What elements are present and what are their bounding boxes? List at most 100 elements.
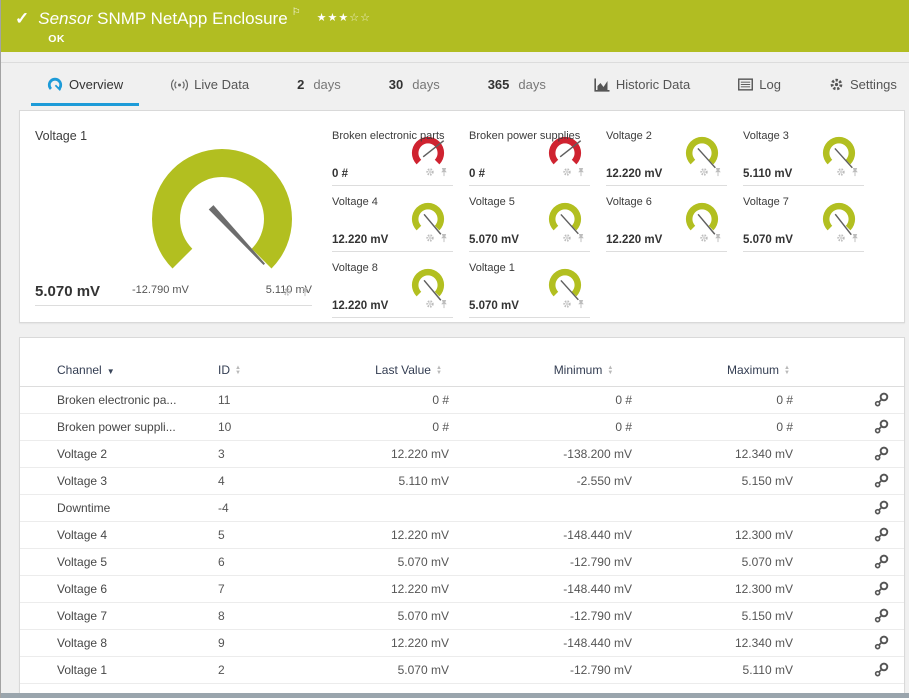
table-row[interactable]: Voltage 8 9 12.220 mV -148.440 mV 12.340… <box>20 629 904 657</box>
pin-icon[interactable] <box>576 167 586 177</box>
table-row[interactable]: Voltage 1 2 5.070 mV -12.790 mV 5.110 mV <box>20 656 904 684</box>
table-row[interactable]: Voltage 2 3 12.220 mV -138.200 mV 12.340… <box>20 440 904 468</box>
tab-bar: Overview Live Data 2 days 30 days 365 da… <box>1 62 909 106</box>
tab-historic-data[interactable]: Historic Data <box>588 63 696 106</box>
gauge-label: Voltage 7 <box>743 196 789 208</box>
channel-settings-icon[interactable] <box>874 392 889 407</box>
stars-filled: ★★★ <box>316 12 350 24</box>
channel-table: Channel ▼ ID ▲ ▼ Last Value ▲ ▼ Minimum ▲ ▼ Max… <box>20 354 904 684</box>
pin-icon[interactable] <box>713 233 723 243</box>
gauge-needle <box>208 205 266 266</box>
tab-label: Historic Data <box>615 77 691 92</box>
table-row[interactable]: Voltage 5 6 5.070 mV -12.790 mV 5.070 mV <box>20 548 904 576</box>
column-header-id[interactable]: ID ▲ ▼ <box>218 354 326 387</box>
gauge-tile-voltage-7[interactable]: Voltage 7 5.070 mV <box>731 190 868 255</box>
sort-icon[interactable]: ▲ ▼ <box>784 364 790 376</box>
channel-settings-icon[interactable] <box>874 446 889 461</box>
gauge-value: 5.070 mV <box>469 234 519 246</box>
gauge-value: 5.070 mV <box>469 300 519 312</box>
channel-settings-icon[interactable] <box>874 419 889 434</box>
gear-icon[interactable] <box>425 233 435 243</box>
gauge-actions <box>278 284 310 302</box>
flag-icon[interactable]: ⚐ <box>291 7 301 18</box>
channel-settings-icon[interactable] <box>874 500 889 515</box>
gear-icon[interactable] <box>562 233 572 243</box>
gear-icon[interactable] <box>836 167 846 177</box>
chart-icon <box>594 78 610 92</box>
gauge-tile-voltage-4[interactable]: Voltage 4 12.220 mV <box>320 190 457 255</box>
gauge-tile-voltage-1[interactable]: Voltage 1 5.070 mV <box>457 256 594 321</box>
tab-label: Log <box>759 77 781 92</box>
table-row[interactable]: Voltage 6 7 12.220 mV -148.440 mV 12.300… <box>20 575 904 603</box>
gauges-panel: Voltage 1 5.070 mV -12.790 mV 5.110 mV B… <box>19 110 905 323</box>
column-header-last-value[interactable]: Last Value ▲ ▼ <box>326 354 491 387</box>
gauge-label: Voltage 8 <box>332 262 378 274</box>
gear-icon[interactable] <box>425 167 435 177</box>
gear-icon[interactable] <box>562 167 572 177</box>
gauge-tile-voltage-5[interactable]: Voltage 5 5.070 mV <box>457 190 594 255</box>
gear-icon[interactable] <box>699 233 709 243</box>
sort-icon[interactable]: ▲ ▼ <box>607 364 614 376</box>
pin-icon[interactable] <box>576 233 586 243</box>
pin-icon[interactable] <box>576 299 586 309</box>
tab-overview[interactable]: Overview <box>30 63 140 106</box>
gear-icon[interactable] <box>562 299 572 309</box>
primary-gauge-tile[interactable]: Voltage 1 5.070 mV -12.790 mV 5.110 mV <box>20 111 320 322</box>
column-header-maximum[interactable]: Maximum ▲ ▼ <box>676 354 841 387</box>
gauge-tile-voltage-3[interactable]: Voltage 3 5.110 mV <box>731 124 868 189</box>
pin-icon[interactable] <box>439 299 449 309</box>
channel-settings-icon[interactable] <box>874 527 889 542</box>
gauge-tile-voltage-8[interactable]: Voltage 8 12.220 mV <box>320 256 457 321</box>
status-check-icon: ✓ <box>15 9 30 28</box>
pin-icon[interactable] <box>300 287 310 297</box>
sort-icon[interactable]: ▲ ▼ <box>435 364 442 376</box>
channel-settings-icon[interactable] <box>874 473 889 488</box>
pin-icon[interactable] <box>713 167 723 177</box>
table-row[interactable]: Broken electronic pa... 11 0 # 0 # 0 # <box>20 386 904 414</box>
channel-settings-icon[interactable] <box>874 581 889 596</box>
gear-icon[interactable] <box>425 299 435 309</box>
gear-icon[interactable] <box>282 287 292 297</box>
gauge-scale: -12.790 mV 5.110 mV <box>132 284 312 296</box>
tab-live-data[interactable]: Live Data <box>165 63 255 106</box>
column-header-minimum[interactable]: Minimum ▲ ▼ <box>491 354 676 387</box>
tab-2-days[interactable]: 2 days <box>291 63 347 106</box>
tab-settings[interactable]: Settings <box>823 63 903 106</box>
pin-icon[interactable] <box>850 233 860 243</box>
sort-icon[interactable]: ▲ ▼ <box>235 364 241 376</box>
gauge-tile-broken-power-supplies[interactable]: Broken power supplies 0 # <box>457 124 594 189</box>
small-gauges-grid: Broken electronic parts 0 # Broken power… <box>320 111 904 322</box>
tab-30-days[interactable]: 30 days <box>383 63 446 106</box>
gauge <box>548 136 582 165</box>
gauge <box>685 202 719 235</box>
gauge-tile-voltage-2[interactable]: Voltage 2 12.220 mV <box>594 124 731 189</box>
gauge <box>411 202 445 235</box>
gauge-value: 5.070 mV <box>743 234 793 246</box>
channel-settings-icon[interactable] <box>874 635 889 650</box>
gauge-tile-voltage-6[interactable]: Voltage 6 12.220 mV <box>594 190 731 255</box>
priority-stars[interactable]: ★★★☆☆ <box>317 12 371 24</box>
pin-icon[interactable] <box>850 167 860 177</box>
gauge-label: Broken electronic parts <box>332 130 445 142</box>
gauge-tile-broken-electronic-parts[interactable]: Broken electronic parts 0 # <box>320 124 457 189</box>
channel-settings-icon[interactable] <box>874 662 889 677</box>
gauge-label: Voltage 6 <box>606 196 652 208</box>
gear-icon[interactable] <box>699 167 709 177</box>
pin-icon[interactable] <box>439 167 449 177</box>
gear-icon[interactable] <box>836 233 846 243</box>
pin-icon[interactable] <box>439 233 449 243</box>
table-row[interactable]: Broken power suppli... 10 0 # 0 # 0 # <box>20 413 904 441</box>
channel-settings-icon[interactable] <box>874 554 889 569</box>
tab-365-days[interactable]: 365 days <box>482 63 552 106</box>
column-header-channel[interactable]: Channel ▼ <box>20 354 218 387</box>
table-row[interactable]: Voltage 7 8 5.070 mV -12.790 mV 5.150 mV <box>20 602 904 630</box>
tab-log[interactable]: Log <box>732 63 787 106</box>
table-row[interactable]: Voltage 3 4 5.110 mV -2.550 mV 5.150 mV <box>20 467 904 495</box>
table-row[interactable]: Downtime -4 <box>20 494 904 522</box>
table-row[interactable]: Voltage 4 5 12.220 mV -148.440 mV 12.300… <box>20 521 904 549</box>
sensor-header: ✓ Sensor SNMP NetApp Enclosure ⚐ ★★★☆☆ OK <box>1 0 909 52</box>
page-title: SNMP NetApp Enclosure <box>97 9 288 28</box>
gauge-label: Voltage 3 <box>743 130 789 142</box>
channel-settings-icon[interactable] <box>874 608 889 623</box>
sort-desc-icon[interactable]: ▼ <box>106 366 115 376</box>
